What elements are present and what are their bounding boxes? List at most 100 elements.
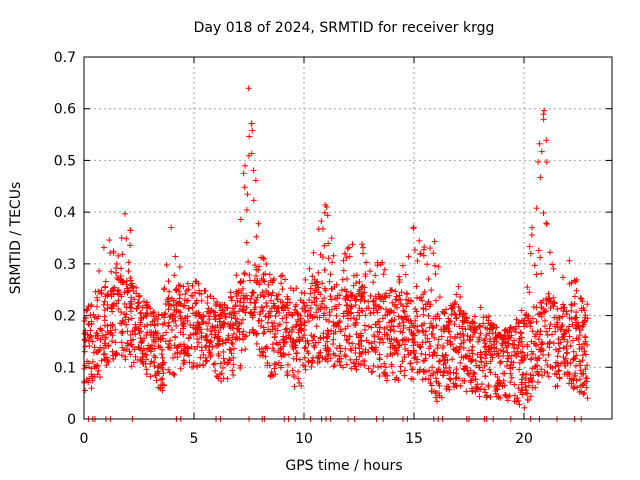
data-point: [320, 330, 327, 337]
data-point: [176, 300, 183, 307]
x-axis-label: GPS time / hours: [285, 458, 402, 474]
data-point: [103, 362, 110, 369]
data-point: [576, 332, 583, 339]
data-point: [436, 294, 443, 301]
data-point: [440, 372, 447, 379]
data-point: [125, 259, 132, 266]
data-point: [226, 311, 233, 318]
data-point: [282, 326, 289, 333]
data-point: [359, 308, 366, 315]
data-point: [469, 343, 476, 350]
data-point: [135, 303, 142, 310]
data-point: [164, 296, 171, 303]
data-point: [476, 323, 483, 330]
data-point: [183, 287, 190, 294]
data-point: [92, 288, 99, 295]
data-point: [203, 358, 210, 365]
data-point: [252, 304, 259, 311]
data-point: [324, 344, 331, 351]
data-point: [258, 317, 265, 324]
data-point: [181, 315, 188, 322]
data-point: [166, 340, 173, 347]
data-point: [521, 404, 528, 411]
data-point: [556, 345, 563, 352]
data-point: [250, 197, 257, 204]
data-point: [461, 317, 468, 324]
data-point: [440, 343, 447, 350]
data-point: [110, 249, 117, 256]
data-point: [175, 282, 182, 289]
data-point: [109, 332, 116, 339]
data-point: [162, 310, 169, 317]
data-point: [581, 318, 588, 325]
data-point: [399, 262, 406, 269]
data-point: [546, 249, 553, 256]
data-point: [432, 270, 439, 277]
data-point: [564, 349, 571, 356]
data-point: [229, 340, 236, 347]
data-point: [255, 220, 262, 227]
data-point: [238, 347, 245, 354]
data-point: [578, 307, 585, 314]
data-point: [336, 356, 343, 363]
data-point: [301, 319, 308, 326]
data-point: [323, 347, 330, 354]
data-point: [445, 318, 452, 325]
data-point: [345, 315, 352, 322]
data-point: [248, 295, 255, 302]
data-point: [220, 348, 227, 355]
data-point: [177, 315, 184, 322]
data-point: [269, 345, 276, 352]
data-point: [538, 345, 545, 352]
data-point: [400, 307, 407, 314]
data-point: [108, 304, 115, 311]
data-point: [396, 342, 403, 349]
data-point: [226, 357, 233, 364]
data-point: [348, 365, 355, 372]
data-point: [249, 289, 256, 296]
data-point: [284, 305, 291, 312]
data-point: [386, 292, 393, 299]
data-point: [234, 316, 241, 323]
data-point: [123, 281, 130, 288]
data-point: [447, 333, 454, 340]
data-point: [204, 299, 211, 306]
data-point: [328, 306, 335, 313]
data-point: [501, 332, 508, 339]
data-point: [538, 148, 545, 155]
data-point: [542, 323, 549, 330]
data-point: [338, 287, 345, 294]
data-point: [228, 339, 235, 346]
data-point: [382, 312, 389, 319]
data-point: [367, 310, 374, 317]
data-point: [325, 255, 332, 262]
data-point: [289, 324, 296, 331]
data-point: [545, 373, 552, 380]
data-point: [574, 384, 581, 391]
data-point: [115, 306, 122, 313]
data-point: [177, 282, 184, 289]
data-point: [521, 352, 528, 359]
data-point: [122, 353, 129, 360]
data-point: [230, 321, 237, 328]
data-point: [109, 338, 116, 345]
data-point: [515, 320, 522, 327]
data-point: [310, 354, 317, 361]
data-point: [493, 324, 500, 331]
data-point: [147, 344, 154, 351]
data-point: [215, 329, 222, 336]
data-point: [379, 315, 386, 322]
data-point: [283, 319, 290, 326]
data-point: [302, 366, 309, 373]
data-point: [277, 347, 284, 354]
data-point: [573, 287, 580, 294]
data-point: [191, 345, 198, 352]
data-point: [359, 290, 366, 297]
y-tick-label: 0.2: [54, 309, 76, 325]
data-point: [359, 241, 366, 248]
data-point: [543, 300, 550, 307]
data-point: [323, 304, 330, 311]
data-point: [123, 346, 130, 353]
data-point: [446, 328, 453, 335]
data-point: [287, 334, 294, 341]
